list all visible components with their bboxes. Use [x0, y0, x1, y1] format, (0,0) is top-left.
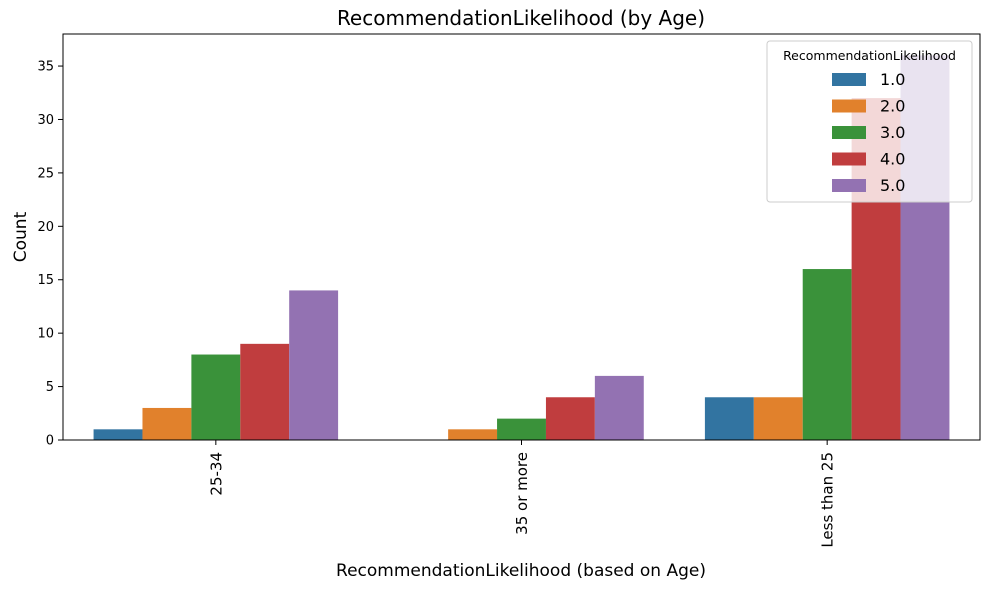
legend-label-3.0: 3.0	[880, 123, 905, 142]
bar-2.0-35 or more	[448, 429, 498, 440]
bar-5.0-25-34	[289, 290, 339, 440]
x-axis-label: RecommendationLikelihood (based on Age)	[336, 561, 706, 581]
legend-box	[766, 40, 973, 203]
x-tick-label: 35 or more	[513, 452, 531, 535]
y-tick-label: 20	[37, 220, 54, 235]
bar-2.0-Less than 25	[753, 397, 803, 440]
y-axis: 0 5 10 15 20 25 30 35	[37, 60, 63, 449]
bar-5.0-35 or more	[594, 375, 644, 440]
y-tick-label: 10	[37, 327, 54, 342]
legend: RecommendationLikelihood 1.0 2.0 3.0 4.0 5.0	[766, 40, 973, 203]
legend-label-4.0: 4.0	[880, 150, 905, 169]
y-tick-label: 5	[46, 380, 54, 395]
y-tick-label: 15	[37, 273, 54, 288]
x-axis: 25-34 35 or more Less than 25	[207, 440, 837, 548]
bar-1.0-25-34	[93, 429, 143, 440]
legend-swatch-5.0	[832, 179, 866, 192]
legend-label-5.0: 5.0	[880, 176, 905, 195]
x-tick-label: 25-34	[207, 452, 225, 496]
bar-4.0-25-34	[240, 343, 290, 440]
chart-title: RecommendationLikelihood (by Age)	[337, 6, 705, 30]
y-tick-label: 25	[37, 166, 54, 181]
x-tick-label: Less than 25	[819, 452, 837, 548]
legend-swatch-4.0	[832, 152, 866, 166]
legend-swatch-3.0	[832, 126, 866, 139]
y-axis-label: Count	[11, 211, 31, 262]
bar-2.0-25-34	[142, 407, 192, 440]
legend-label-1.0: 1.0	[880, 70, 905, 89]
y-tick-label: 0	[46, 434, 54, 449]
bar-3.0-Less than 25	[802, 269, 852, 440]
plot-frame	[62, 33, 981, 441]
legend-swatch-1.0	[832, 73, 866, 86]
bar-1.0-Less than 25	[704, 397, 754, 440]
legend-title: RecommendationLikelihood	[783, 48, 956, 63]
legend-label-2.0: 2.0	[880, 97, 905, 116]
bar-4.0-35 or more	[545, 397, 595, 440]
legend-swatch-2.0	[832, 99, 866, 113]
bar-3.0-25-34	[191, 354, 241, 440]
y-tick-label: 30	[37, 113, 54, 128]
bar-3.0-35 or more	[497, 418, 546, 440]
y-tick-label: 35	[37, 60, 54, 75]
